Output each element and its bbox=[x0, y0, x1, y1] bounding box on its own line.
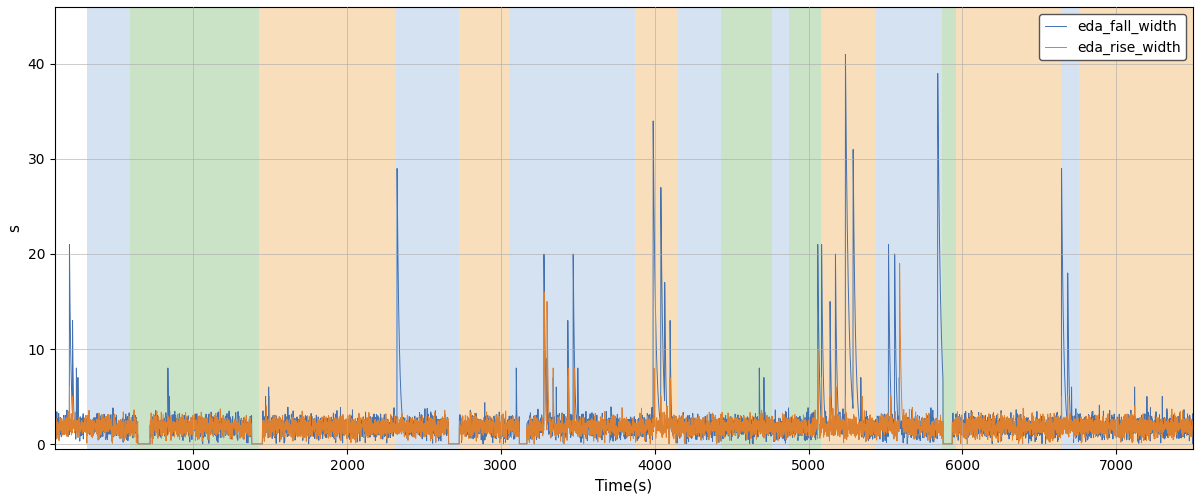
eda_rise_width bbox=[226, 424, 240, 430]
Bar bbox=[1079, 7, 1193, 449]
eda_fall_width bbox=[226, 422, 240, 428]
eda_rise_width bbox=[32, 422, 47, 428]
Legend: eda_fall_width, eda_rise_width: eda_fall_width, eda_rise_width bbox=[1039, 14, 1186, 60]
eda_fall_width bbox=[1193, 414, 1200, 420]
eda_fall_width bbox=[1193, 424, 1200, 430]
Bar bbox=[821, 7, 876, 449]
eda_rise_width bbox=[113, 420, 127, 426]
Bar bbox=[635, 7, 678, 449]
Bar bbox=[678, 7, 721, 449]
Bar bbox=[772, 7, 788, 449]
Bar bbox=[956, 7, 1061, 449]
eda_fall_width bbox=[839, 52, 853, 58]
eda_rise_width bbox=[505, 416, 520, 422]
eda_rise_width bbox=[1193, 424, 1200, 430]
Bar bbox=[721, 7, 772, 449]
eda_rise_width bbox=[893, 260, 907, 266]
Bar bbox=[396, 7, 460, 449]
eda_fall_width bbox=[113, 420, 127, 426]
Line: eda_rise_width: eda_rise_width bbox=[40, 264, 1200, 444]
Y-axis label: s: s bbox=[7, 224, 22, 232]
Bar bbox=[942, 7, 956, 449]
Bar bbox=[131, 7, 259, 449]
Bar bbox=[259, 7, 396, 449]
Bar bbox=[88, 7, 131, 449]
eda_rise_width bbox=[382, 422, 396, 428]
eda_fall_width bbox=[382, 422, 396, 428]
Line: eda_fall_width: eda_fall_width bbox=[40, 54, 1200, 444]
eda_fall_width bbox=[505, 419, 520, 425]
Bar bbox=[460, 7, 509, 449]
eda_rise_width bbox=[1193, 432, 1200, 438]
eda_fall_width bbox=[131, 441, 145, 447]
Bar bbox=[509, 7, 635, 449]
Bar bbox=[788, 7, 821, 449]
X-axis label: Time(s): Time(s) bbox=[595, 478, 653, 493]
eda_rise_width bbox=[545, 426, 559, 432]
eda_rise_width bbox=[131, 441, 145, 447]
Bar bbox=[876, 7, 942, 449]
eda_fall_width bbox=[545, 414, 559, 420]
eda_fall_width bbox=[32, 421, 47, 427]
Bar bbox=[1061, 7, 1079, 449]
